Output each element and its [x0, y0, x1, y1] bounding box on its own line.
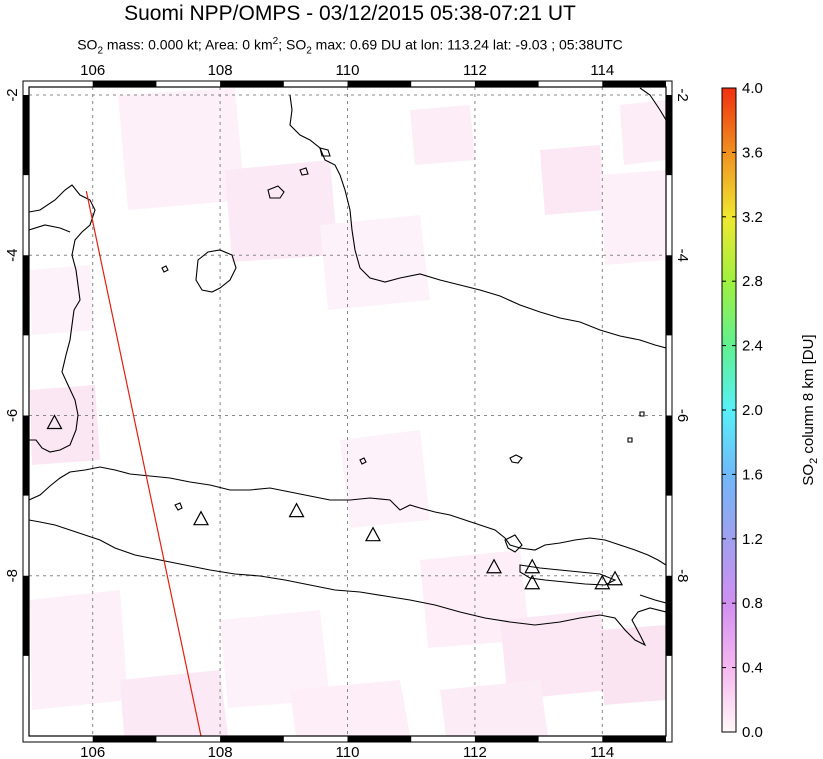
lat-label-right: -6 [674, 409, 691, 422]
volcano-triangle [364, 526, 381, 542]
lat-label-left: -4 [4, 249, 21, 262]
border-bar-left [23, 575, 29, 656]
subtitle-sub-1: 2 [97, 45, 103, 57]
colorbar-tick-label: 0.4 [742, 660, 763, 677]
top-lon-labels: 106 108 110 112 114 [80, 62, 614, 79]
lon-label-bottom: 106 [80, 744, 105, 759]
volcano-triangle [524, 574, 541, 590]
volcano-triangle [192, 510, 209, 526]
border-bar-top [602, 81, 666, 87]
right-lat-labels: -2 -4 -6 -8 [674, 88, 691, 582]
lat-label-right: -2 [674, 88, 691, 101]
lat-label-left: -6 [4, 409, 21, 422]
lon-label-top: 106 [80, 62, 105, 79]
gridlines [29, 87, 666, 736]
lat-label-right: -8 [674, 569, 691, 582]
volcano-triangle [524, 558, 541, 574]
subtitle-sub-2: 2 [306, 45, 312, 57]
border-bars [23, 81, 672, 742]
border-bar-top [347, 81, 412, 87]
lon-label-top: 110 [336, 62, 360, 79]
lon-label-bottom: 114 [590, 744, 614, 759]
colorbar-tick-label: 3.6 [742, 144, 763, 161]
lat-label-right: -4 [674, 249, 691, 262]
volcano-triangle [46, 414, 63, 430]
swath-edge-line [85, 191, 202, 737]
border-bar-right [666, 575, 672, 656]
colorbar-tick-label: 3.2 [742, 209, 763, 226]
volcano-markers [46, 414, 624, 590]
map-subtitle: SO2 mass: 0.000 kt; Area: 0 km2; SO2 max… [0, 36, 700, 56]
border-bar-bottom [474, 736, 539, 742]
subtitle-text-2: mass: 0.000 kt; Area: 0 km [103, 36, 273, 53]
lon-label-top: 112 [463, 62, 487, 79]
lon-label-top: 114 [590, 62, 614, 79]
colorbar-title-main: SO [800, 464, 817, 486]
coastlines [29, 87, 666, 647]
subtitle-text-1: SO [77, 36, 98, 53]
border-bar-left [23, 95, 29, 176]
border-bar-bottom [602, 736, 666, 742]
lat-label-left: -8 [4, 569, 21, 582]
left-lat-labels: -2 -4 -6 -8 [4, 88, 21, 582]
subtitle-sup: 2 [272, 36, 279, 47]
border-bar-bottom [347, 736, 412, 742]
colorbar-tick-label: 0.0 [742, 724, 763, 741]
lon-label-bottom: 110 [336, 744, 360, 759]
colorbar-title-rest: column 8 km [DU] [800, 334, 817, 457]
volcano-triangle [486, 558, 503, 574]
colorbar-title: SO2 column 8 km [DU] [800, 334, 820, 485]
border-bar-top [474, 81, 539, 87]
volcano-triangle [288, 502, 305, 518]
border-bar-left [23, 255, 29, 336]
border-bar-bottom [92, 736, 157, 742]
colorbar-tick-label: 0.8 [742, 595, 763, 612]
border-bar-left [23, 415, 29, 496]
colorbar-tick-label: 1.2 [742, 531, 763, 548]
volcano-triangle [594, 574, 611, 590]
border-bar-right [666, 95, 672, 176]
border-bar-right [666, 415, 672, 496]
border-bar-bottom [220, 736, 284, 742]
lon-label-top: 108 [208, 62, 233, 79]
lon-label-bottom: 108 [208, 744, 233, 759]
colorbar-tick-label: 2.8 [742, 273, 763, 290]
volcano-triangle [607, 570, 624, 586]
colorbar-ticks: 4.0 3.6 3.2 2.8 2.4 2.0 1.6 1.2 0.8 0.4 0.0 [722, 80, 763, 741]
subtitle-text-4: max: 0.69 DU at lon: 113.24 lat: -9.03 ;… [311, 36, 623, 53]
map-title: Suomi NPP/OMPS - 03/12/2015 05:38-07:21 … [124, 2, 576, 25]
bottom-lon-labels: 106 108 110 112 114 [80, 744, 614, 759]
colorbar-title-sub: 2 [808, 458, 820, 464]
subtitle-text-3: ; SO [278, 36, 307, 53]
border-bar-top [220, 81, 284, 87]
colorbar-tick-label: 1.6 [742, 466, 763, 483]
border-bar-top [92, 81, 157, 87]
colorbar-tick-label: 2.4 [742, 338, 763, 355]
lat-label-left: -2 [4, 88, 21, 101]
border-bar-right [666, 255, 672, 336]
lon-label-bottom: 112 [463, 744, 487, 759]
colorbar-tick-label: 2.0 [742, 402, 763, 419]
colorbar-tick-label: 4.0 [742, 80, 763, 97]
